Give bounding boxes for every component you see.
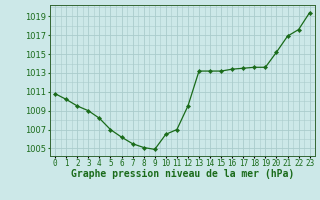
X-axis label: Graphe pression niveau de la mer (hPa): Graphe pression niveau de la mer (hPa): [71, 169, 294, 179]
